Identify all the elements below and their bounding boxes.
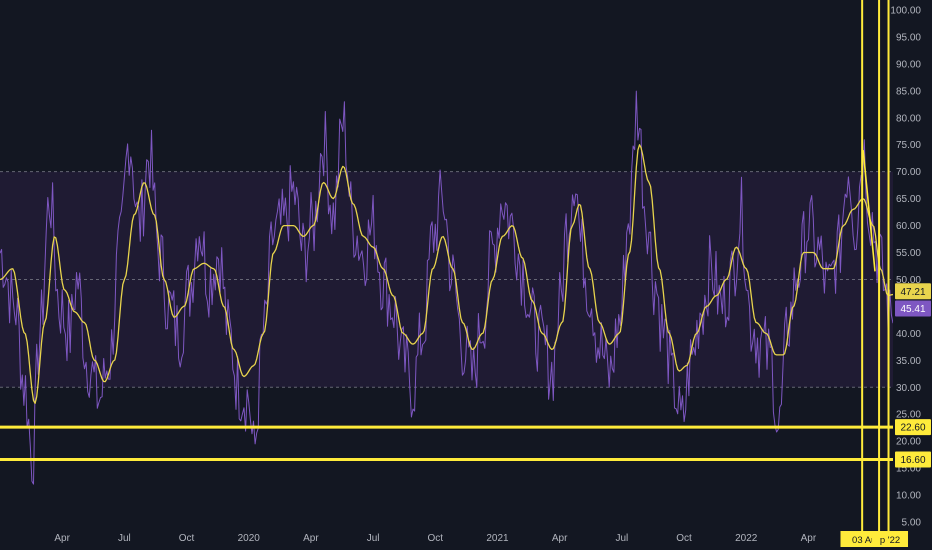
level-badge-1-label: 16.60: [900, 455, 925, 466]
date-badge-label: p '22: [880, 535, 900, 546]
date-badge-bg-2: [872, 531, 909, 547]
y-tick-label: 10.00: [896, 491, 921, 502]
y-tick-label: 40.00: [896, 329, 921, 340]
x-tick-label: 2020: [238, 533, 261, 544]
x-tick-label: Apr: [552, 533, 568, 544]
price-badges: 22.60 16.60 47.21 45.41: [895, 283, 931, 468]
rsi-value-badge-bg: [895, 300, 931, 317]
level-badge-0-bg: [895, 419, 931, 436]
y-tick-label: 15.00: [896, 464, 921, 475]
y-tick-label: 90.00: [896, 59, 921, 70]
x-tick-label: Jul: [367, 533, 380, 544]
x-tick-label: Apr: [801, 533, 817, 544]
y-tick-label: 50.00: [896, 275, 921, 286]
series-layer: [0, 90, 894, 485]
y-tick-label: 75.00: [896, 140, 921, 151]
x-tick-label: Apr: [54, 533, 70, 544]
y-tick-label: 65.00: [896, 194, 921, 205]
y-tick-label: 85.00: [896, 86, 921, 97]
x-axis: Apr Jul Oct 2020 Apr Jul Oct 2021 Apr Jul Oct 2022 A…: [54, 531, 909, 547]
x-tick-label: Jul: [615, 533, 628, 544]
x-tick-label: Oct: [428, 533, 444, 544]
y-tick-label: 95.00: [896, 32, 921, 43]
x-tick-label: 2022: [735, 533, 758, 544]
y-tick-label: 35.00: [896, 356, 921, 367]
x-tick-label: Jul: [118, 533, 131, 544]
level-badge-0-label: 22.60: [900, 423, 925, 434]
y-tick-label: 20.00: [896, 437, 921, 448]
trendline: [862, 150, 876, 272]
x-tick-label: Oct: [179, 533, 195, 544]
level-badge-1-bg: [895, 451, 931, 468]
ma-value-badge-label: 47.21: [900, 287, 925, 298]
rsi-line: [0, 90, 894, 485]
y-tick-label: 80.00: [896, 113, 921, 124]
y-axis: 100.00 95.00 90.00 85.00 80.00 75.00 70.00 65.0…: [890, 0, 932, 550]
y-tick-label: 100.00: [890, 6, 921, 17]
y-tick-label: 60.00: [896, 221, 921, 232]
annotation-layer: [0, 0, 893, 533]
y-tick-label: 30.00: [896, 383, 921, 394]
x-tick-label: Apr: [303, 533, 319, 544]
x-tick-label: 2021: [486, 533, 509, 544]
y-tick-label: 5.00: [902, 518, 922, 529]
y-tick-label: 70.00: [896, 167, 921, 178]
ma-value-badge-bg: [895, 283, 931, 300]
rsi-ma-line: [0, 144, 894, 404]
rsi-value-badge-label: 45.41: [900, 304, 925, 315]
y-tick-label: 25.00: [896, 410, 921, 421]
x-tick-label: Oct: [676, 533, 692, 544]
y-tick-label: 55.00: [896, 248, 921, 259]
rsi-band: [0, 171, 893, 388]
